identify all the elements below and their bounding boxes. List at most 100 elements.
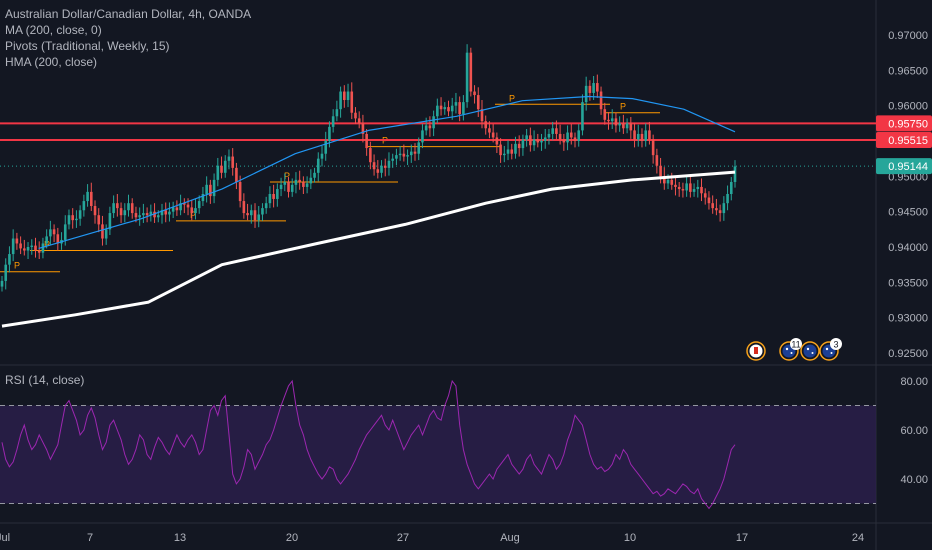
- candle-body: [26, 247, 30, 251]
- candle-body: [212, 179, 216, 197]
- candle-body: [305, 183, 309, 187]
- pivot-label: P: [284, 171, 290, 181]
- candle-body: [52, 229, 56, 235]
- candle-body: [34, 245, 37, 251]
- candle-body: [480, 109, 484, 122]
- candle-body: [711, 203, 714, 209]
- candle-body: [242, 201, 246, 214]
- candle-body: [249, 210, 253, 216]
- candle-body: [138, 215, 141, 218]
- aud-flag-icon[interactable]: [800, 341, 820, 361]
- candle-body: [692, 189, 696, 192]
- candle-body: [171, 207, 175, 212]
- x-tick-label: Aug: [500, 532, 520, 544]
- candle-body: [636, 133, 640, 140]
- y-tick-label: 0.96500: [888, 65, 928, 77]
- candle-body: [302, 181, 305, 187]
- candle-body: [674, 184, 677, 187]
- pivot-label: P: [190, 210, 196, 220]
- x-tick-label: Jul: [0, 532, 10, 544]
- candle-body: [253, 210, 257, 221]
- candle-body: [521, 139, 525, 149]
- candle-body: [383, 165, 387, 168]
- candle-body: [112, 203, 115, 214]
- candle-body: [547, 133, 551, 138]
- candle-body: [395, 155, 398, 159]
- candle-body: [473, 91, 476, 96]
- candle-body: [357, 118, 361, 124]
- candle-body: [89, 191, 93, 207]
- candle-body: [499, 144, 502, 156]
- candle-body: [4, 264, 8, 281]
- candle-body: [551, 128, 554, 134]
- legend-pivots[interactable]: Pivots (Traditional, Weekly, 15): [5, 39, 170, 53]
- candle-body: [577, 130, 581, 141]
- x-tick-label: 24: [852, 532, 864, 544]
- y-tick-label: 0.93000: [888, 313, 928, 325]
- candle-body: [164, 210, 168, 215]
- candle-body: [231, 156, 234, 168]
- legend-hma[interactable]: HMA (200, close): [5, 55, 98, 69]
- cad-flag-icon[interactable]: [746, 341, 766, 361]
- candle-body: [387, 160, 391, 168]
- candle-body: [417, 142, 421, 154]
- candle-body: [503, 153, 506, 156]
- candle-body: [614, 118, 618, 126]
- candle-body: [19, 243, 22, 249]
- flag-leaf: [754, 347, 758, 354]
- candle-body: [413, 151, 417, 154]
- candle-body: [346, 91, 350, 101]
- candle-body: [525, 135, 528, 140]
- candle-body: [298, 179, 301, 182]
- candle-body: [465, 52, 469, 103]
- candle-body: [681, 189, 685, 191]
- candle-body: [365, 133, 368, 149]
- candle-body: [134, 213, 138, 218]
- candle-body: [30, 245, 34, 247]
- candle-body: [562, 139, 566, 143]
- candle-body: [469, 52, 473, 92]
- candle-body: [622, 123, 625, 129]
- candle-body: [220, 165, 223, 173]
- candle-body: [15, 238, 19, 244]
- candle-body: [592, 83, 595, 93]
- candle-body: [603, 109, 607, 120]
- candle-body: [201, 194, 205, 202]
- candle-body: [715, 208, 718, 211]
- lower-level-price-label: 0.95515: [888, 135, 928, 147]
- candle-body: [264, 203, 268, 209]
- legend-ma[interactable]: MA (200, close, 0): [5, 23, 102, 37]
- candle-body: [462, 102, 465, 115]
- candle-body: [268, 194, 272, 204]
- candle-body: [119, 208, 123, 216]
- candle-body: [142, 213, 145, 216]
- ma200-line: [1, 170, 736, 328]
- candle-body: [23, 248, 26, 251]
- candle-body: [696, 186, 700, 190]
- candle-body: [406, 155, 409, 157]
- candle-body: [294, 179, 298, 185]
- rsi-title[interactable]: RSI (14, close): [5, 373, 85, 387]
- candle-body: [93, 206, 97, 216]
- candle-body: [41, 243, 45, 253]
- candle-body: [700, 186, 703, 194]
- candle-body: [663, 176, 666, 184]
- candle-body: [8, 254, 11, 265]
- candle-body: [63, 224, 67, 240]
- candle-body: [540, 141, 543, 143]
- current-price-label-bg: [876, 158, 932, 175]
- candle-body: [514, 143, 517, 154]
- aud-flag-icon[interactable]: [819, 338, 842, 361]
- flag-star: [790, 352, 793, 354]
- candle-body: [569, 132, 573, 138]
- candle-body: [596, 83, 599, 92]
- event-count: 11: [791, 340, 800, 350]
- candle-body: [428, 125, 432, 129]
- event-count-badge: [790, 338, 802, 350]
- event-count: 3: [833, 340, 838, 350]
- candle-body: [257, 214, 261, 221]
- y-tick-label: 0.96000: [888, 101, 928, 113]
- candle-body: [320, 153, 324, 159]
- aud-flag-icon[interactable]: [779, 338, 802, 361]
